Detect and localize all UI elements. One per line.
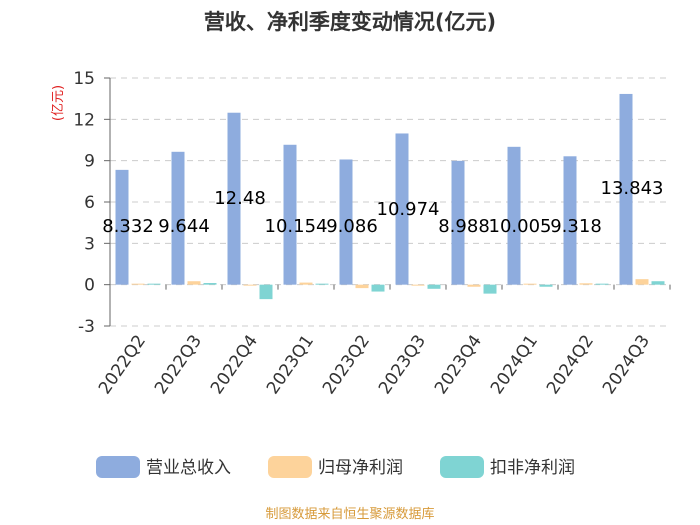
bar-deducted-net-profit[interactable] bbox=[651, 281, 665, 285]
bar-revenue[interactable] bbox=[507, 146, 521, 285]
data-label: 8.988 bbox=[438, 216, 490, 237]
legend-item[interactable]: 归母净利润 bbox=[268, 456, 403, 478]
bar-deducted-net-profit[interactable] bbox=[595, 283, 609, 285]
bar-deducted-net-profit[interactable] bbox=[147, 283, 161, 285]
data-label: 10.005 bbox=[489, 216, 552, 237]
y-tick-label: -3 bbox=[78, 317, 95, 337]
bar-deducted-net-profit[interactable] bbox=[483, 284, 497, 294]
x-tick-label: 2023Q3 bbox=[375, 331, 430, 398]
y-tick-label: 9 bbox=[84, 152, 95, 172]
y-tick-label: 0 bbox=[84, 276, 95, 296]
legend-swatch bbox=[268, 456, 312, 478]
legend-swatch bbox=[96, 456, 140, 478]
legend-label: 营业总收入 bbox=[146, 458, 231, 478]
chart-title: 营收、净利季度变动情况(亿元) bbox=[204, 10, 496, 34]
y-tick-label: 6 bbox=[84, 193, 95, 213]
bar-net-profit[interactable] bbox=[635, 279, 649, 285]
bar-net-profit[interactable] bbox=[243, 284, 257, 286]
x-tick-label: 2022Q2 bbox=[95, 331, 150, 398]
bar-revenue[interactable] bbox=[563, 156, 577, 285]
x-tick-label: 2023Q2 bbox=[319, 331, 374, 398]
y-tick-label: 3 bbox=[84, 234, 95, 254]
data-label: 13.843 bbox=[601, 178, 664, 199]
bar-revenue[interactable] bbox=[227, 112, 241, 285]
bar-deducted-net-profit[interactable] bbox=[371, 284, 385, 292]
bar-revenue[interactable] bbox=[171, 151, 185, 285]
bar-revenue[interactable] bbox=[451, 160, 465, 285]
data-label: 10.974 bbox=[377, 199, 440, 220]
data-label: 9.644 bbox=[158, 216, 210, 237]
data-label: 9.086 bbox=[326, 216, 378, 237]
data-label: 9.318 bbox=[550, 216, 602, 237]
legend-item[interactable]: 营业总收入 bbox=[96, 456, 231, 478]
bar-net-profit[interactable] bbox=[131, 283, 145, 285]
bar-net-profit[interactable] bbox=[187, 281, 201, 285]
data-label: 12.48 bbox=[214, 188, 266, 209]
y-unit-label: (亿元) bbox=[51, 85, 66, 121]
bar-revenue[interactable] bbox=[283, 144, 297, 285]
legend[interactable]: 营业总收入 归母净利润 扣非净利润 bbox=[96, 456, 575, 478]
bar-net-profit[interactable] bbox=[523, 283, 537, 285]
bar-deducted-net-profit[interactable] bbox=[315, 283, 329, 285]
bar-revenue[interactable] bbox=[339, 159, 353, 285]
legend-swatch bbox=[440, 456, 484, 478]
bar-net-profit[interactable] bbox=[355, 284, 369, 289]
source-note: 制图数据来自恒生聚源数据库 bbox=[265, 506, 434, 522]
legend-item[interactable]: 扣非净利润 bbox=[440, 456, 575, 478]
x-tick-label: 2023Q4 bbox=[431, 331, 486, 398]
bar-revenue[interactable] bbox=[395, 133, 409, 285]
bar-net-profit[interactable] bbox=[579, 283, 593, 285]
x-tick-label: 2024Q3 bbox=[599, 331, 654, 398]
x-tick-label: 2022Q3 bbox=[151, 331, 206, 398]
legend-label: 归母净利润 bbox=[318, 458, 403, 478]
bar-deducted-net-profit[interactable] bbox=[427, 284, 441, 289]
x-tick-label: 2024Q1 bbox=[487, 331, 542, 398]
y-tick-label: 15 bbox=[73, 69, 95, 89]
x-tick-label: 2024Q2 bbox=[543, 331, 598, 398]
data-label: 10.154 bbox=[265, 216, 328, 237]
x-axis: 2022Q2 2022Q3 2022Q4 2023Q1 2023Q2 2023Q3 2023… bbox=[95, 284, 671, 398]
bar-revenue[interactable] bbox=[619, 93, 633, 285]
data-label: 8.332 bbox=[102, 216, 154, 237]
bars bbox=[115, 93, 665, 300]
bar-net-profit[interactable] bbox=[467, 284, 481, 287]
bar-deducted-net-profit[interactable] bbox=[259, 284, 273, 300]
bar-revenue[interactable] bbox=[115, 169, 129, 285]
y-tick-label: 12 bbox=[73, 110, 95, 130]
bar-deducted-net-profit[interactable] bbox=[203, 283, 217, 285]
y-axis: -3 0 3 6 9 12 15 bbox=[73, 69, 111, 337]
bar-net-profit[interactable] bbox=[411, 284, 425, 286]
x-tick-label: 2023Q1 bbox=[263, 331, 318, 398]
legend-label: 扣非净利润 bbox=[490, 458, 575, 478]
x-tick-label: 2022Q4 bbox=[207, 331, 262, 398]
bar-deducted-net-profit[interactable] bbox=[539, 284, 553, 287]
grid bbox=[110, 77, 670, 327]
bar-net-profit[interactable] bbox=[299, 282, 313, 285]
